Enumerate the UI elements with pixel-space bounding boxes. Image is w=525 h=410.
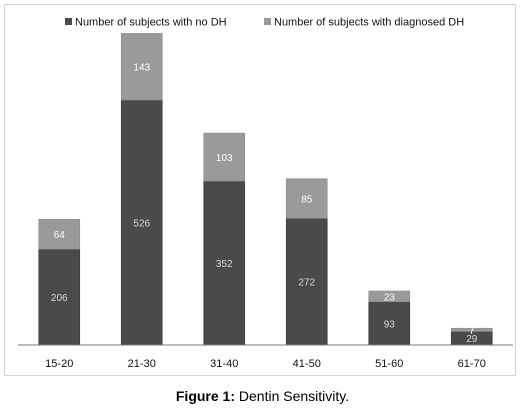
data-label-diagnosed-dh-5: 23: [384, 292, 396, 303]
x-tick-label-5: 51-60: [375, 358, 403, 370]
chart-frame: Number of subjects with no DH Number of s…: [4, 4, 516, 376]
legend-swatch-1: [65, 18, 72, 25]
bar-segment-diagnosed-dh-5: [368, 290, 411, 302]
data-label-diagnosed-dh-3: 103: [216, 153, 233, 164]
bar-segment-diagnosed-dh-1: [38, 218, 81, 250]
data-label-diagnosed-dh-2: 143: [133, 63, 150, 74]
caption-text: Dentin Sensitivity.: [235, 388, 350, 404]
bar-segment-diagnosed-dh-3: [203, 132, 246, 182]
caption-label: Figure 1:: [175, 388, 235, 404]
data-label-no-dh-5: 93: [384, 319, 396, 330]
x-tick-label-2: 21-30: [128, 358, 156, 370]
x-tick-label-6: 61-70: [458, 358, 486, 370]
data-label-diagnosed-dh-6: 7: [469, 326, 475, 337]
x-tick-label-3: 31-40: [210, 358, 238, 370]
legend-label-2: Number of subjects with diagnosed DH: [274, 17, 464, 29]
figure-caption: Figure 1: Dentin Sensitivity.: [0, 388, 525, 404]
bar-segment-diagnosed-dh-4: [285, 178, 328, 219]
data-label-no-dh-2: 526: [133, 219, 150, 230]
stacked-bar-chart: Number of subjects with no DH Number of s…: [18, 17, 513, 370]
x-tick-label-1: 15-20: [45, 358, 73, 370]
data-label-no-dh-1: 206: [51, 293, 68, 304]
data-label-no-dh-6: 29: [466, 334, 478, 345]
bar-segment-diagnosed-dh-6: [450, 327, 493, 332]
bar-segment-no-dh-1: [38, 248, 81, 346]
x-tick-label-4: 41-50: [293, 358, 321, 370]
bar-segment-diagnosed-dh-2: [120, 33, 163, 101]
data-label-diagnosed-dh-4: 85: [301, 195, 313, 206]
legend-label-1: Number of subjects with no DH: [75, 17, 227, 29]
legend-swatch-2: [264, 18, 271, 25]
bar-segment-no-dh-3: [203, 180, 246, 346]
data-label-no-dh-4: 272: [298, 278, 315, 289]
data-label-diagnosed-dh-1: 64: [54, 230, 66, 241]
data-label-no-dh-3: 352: [216, 259, 233, 270]
